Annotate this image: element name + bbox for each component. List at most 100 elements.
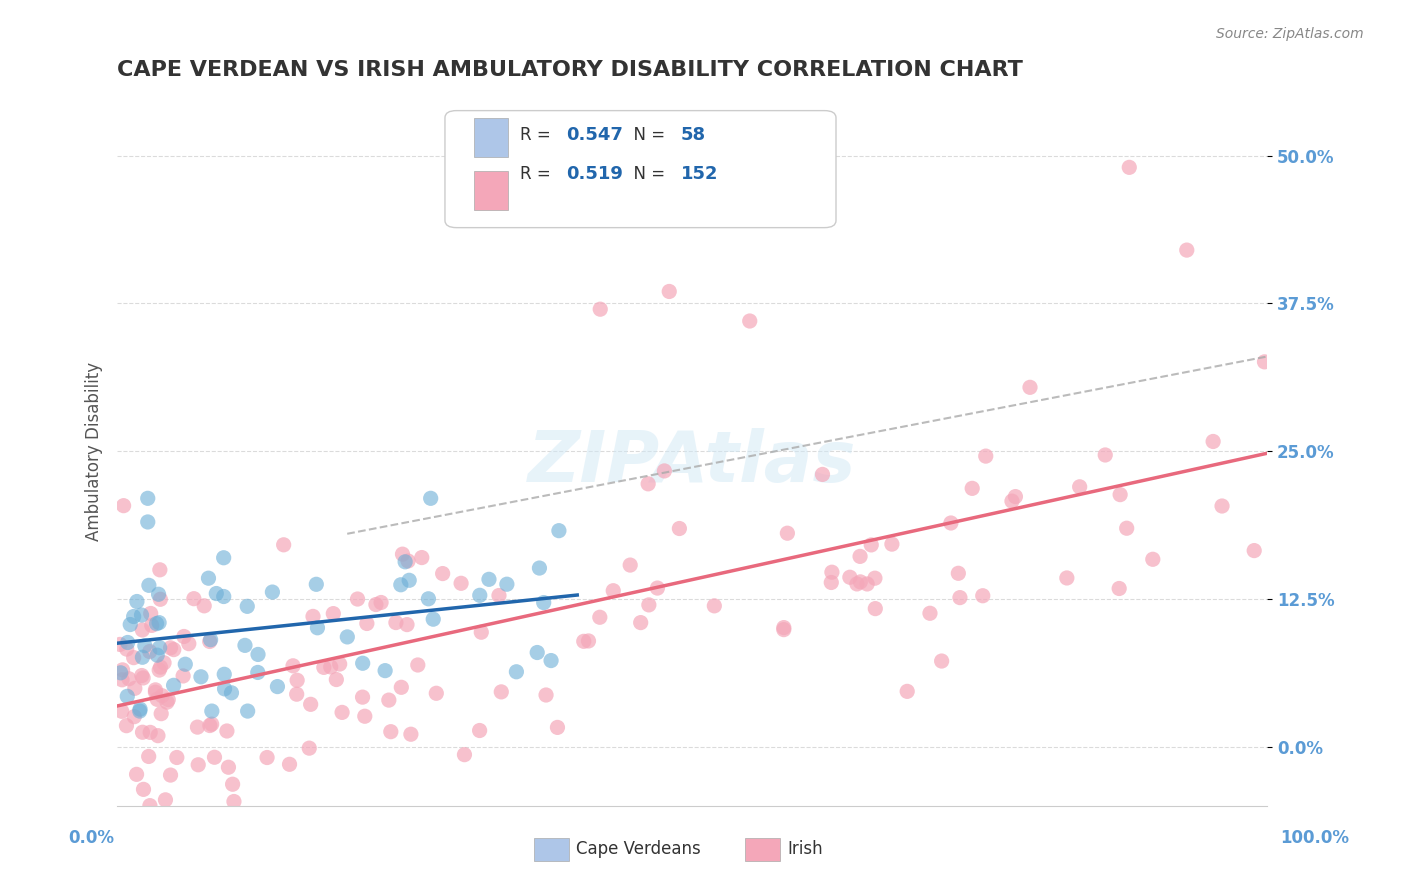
Cape Verdeans [496, 577, 519, 591]
Irish [931, 654, 953, 668]
Irish [949, 591, 972, 605]
Irish [177, 637, 200, 651]
Cape Verdeans [134, 639, 156, 653]
FancyBboxPatch shape [474, 171, 508, 210]
Cape Verdeans [389, 578, 412, 592]
FancyBboxPatch shape [474, 118, 508, 157]
Irish [146, 729, 169, 743]
Irish [1019, 380, 1042, 394]
Cape Verdeans [352, 657, 374, 671]
Irish [863, 571, 886, 585]
Irish [298, 741, 321, 756]
Text: CAPE VERDEAN VS IRISH AMBULATORY DISABILITY CORRELATION CHART: CAPE VERDEAN VS IRISH AMBULATORY DISABIL… [117, 60, 1024, 79]
Irish [468, 723, 491, 738]
Irish [703, 599, 725, 613]
Irish [896, 684, 918, 698]
Irish [322, 607, 344, 621]
Irish [330, 706, 353, 720]
Irish [1175, 243, 1198, 257]
Irish [115, 642, 138, 657]
Text: 0.0%: 0.0% [69, 830, 114, 847]
Text: R =: R = [520, 127, 555, 145]
Irish [602, 583, 624, 598]
Irish [122, 709, 145, 723]
Cape Verdeans [125, 594, 148, 608]
Irish [356, 616, 378, 631]
Irish [217, 760, 239, 774]
Irish [166, 750, 188, 764]
Irish [820, 575, 842, 590]
Irish [172, 669, 194, 683]
Irish [821, 565, 844, 579]
Irish [391, 547, 413, 561]
Irish [572, 634, 595, 648]
Cape Verdeans [247, 648, 270, 662]
Irish [1142, 552, 1164, 566]
Irish [173, 630, 195, 644]
Irish [159, 640, 181, 655]
Irish [637, 476, 659, 491]
Cape Verdeans [212, 667, 235, 681]
Cape Verdeans [221, 686, 243, 700]
Irish [578, 634, 600, 648]
Irish [302, 609, 325, 624]
Irish [378, 693, 401, 707]
Irish [187, 757, 209, 772]
Irish [353, 709, 375, 723]
Text: N =: N = [623, 127, 671, 145]
Irish [589, 302, 612, 317]
Irish [845, 577, 868, 591]
Cape Verdeans [201, 704, 224, 718]
Irish [399, 727, 422, 741]
Cape Verdeans [162, 678, 184, 692]
Irish [849, 574, 872, 589]
Irish [273, 538, 295, 552]
Irish [534, 688, 557, 702]
Irish [111, 673, 134, 687]
Irish [138, 749, 160, 764]
Irish [432, 566, 454, 581]
Cape Verdeans [136, 515, 159, 529]
Irish [198, 718, 221, 732]
Irish [131, 668, 153, 682]
Irish [139, 725, 162, 739]
Cape Verdeans [307, 621, 329, 635]
Cape Verdeans [533, 596, 555, 610]
Irish [654, 464, 676, 478]
Irish [772, 623, 794, 637]
Cape Verdeans [236, 704, 259, 718]
Irish [1056, 571, 1078, 585]
Irish [849, 549, 872, 564]
Cape Verdeans [146, 648, 169, 662]
Cape Verdeans [478, 572, 501, 586]
Cape Verdeans [529, 561, 551, 575]
Text: ZIPAtlas: ZIPAtlas [529, 428, 856, 498]
Irish [1108, 582, 1130, 596]
Irish [139, 607, 162, 621]
Irish [589, 610, 612, 624]
Irish [153, 656, 176, 670]
Irish [396, 554, 419, 568]
Irish [156, 695, 179, 709]
Cape Verdeans [266, 680, 288, 694]
Text: 0.519: 0.519 [565, 165, 623, 184]
Irish [380, 724, 402, 739]
Irish [425, 686, 447, 700]
Irish [139, 798, 162, 813]
Irish [198, 634, 221, 648]
Irish [406, 657, 429, 672]
Irish [960, 481, 983, 495]
Cape Verdeans [422, 612, 444, 626]
FancyBboxPatch shape [444, 111, 837, 227]
Cape Verdeans [246, 665, 269, 680]
Text: 100.0%: 100.0% [1279, 830, 1350, 847]
Irish [149, 592, 172, 607]
Cape Verdeans [214, 681, 236, 696]
Cape Verdeans [197, 571, 219, 585]
Irish [364, 598, 387, 612]
Y-axis label: Ambulatory Disability: Ambulatory Disability [86, 361, 103, 541]
Irish [131, 623, 153, 637]
Cape Verdeans [148, 587, 170, 601]
Cape Verdeans [138, 578, 160, 592]
Text: 58: 58 [681, 127, 706, 145]
